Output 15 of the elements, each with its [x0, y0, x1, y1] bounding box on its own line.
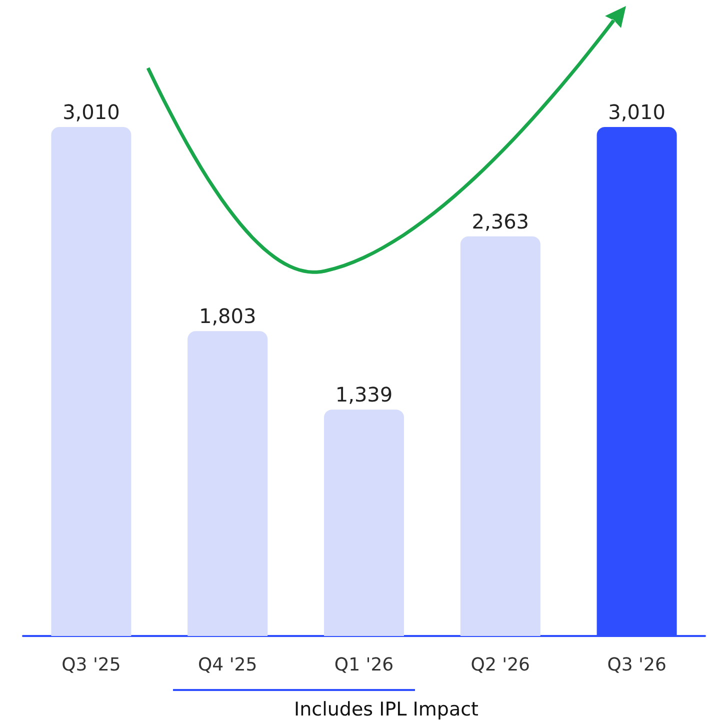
x-tick-label: Q2 '26	[470, 654, 530, 676]
bar	[324, 410, 404, 636]
bar	[51, 127, 132, 636]
data-label: 2,363	[472, 209, 530, 234]
bar	[460, 236, 540, 636]
data-label: 1,803	[198, 304, 256, 328]
data-label: 3,010	[62, 100, 120, 124]
data-label: 3,010	[608, 100, 666, 124]
x-tick-label: Q1 '26	[334, 654, 394, 676]
x-tick-label: Q3 '26	[607, 654, 666, 676]
text: Includes IPL Impact	[294, 698, 478, 720]
bar	[188, 331, 268, 636]
data-label: 1,339	[335, 382, 393, 407]
x-tick-label: Q4 '25	[198, 654, 258, 676]
x-tick-label: Q3 '25	[62, 654, 121, 676]
